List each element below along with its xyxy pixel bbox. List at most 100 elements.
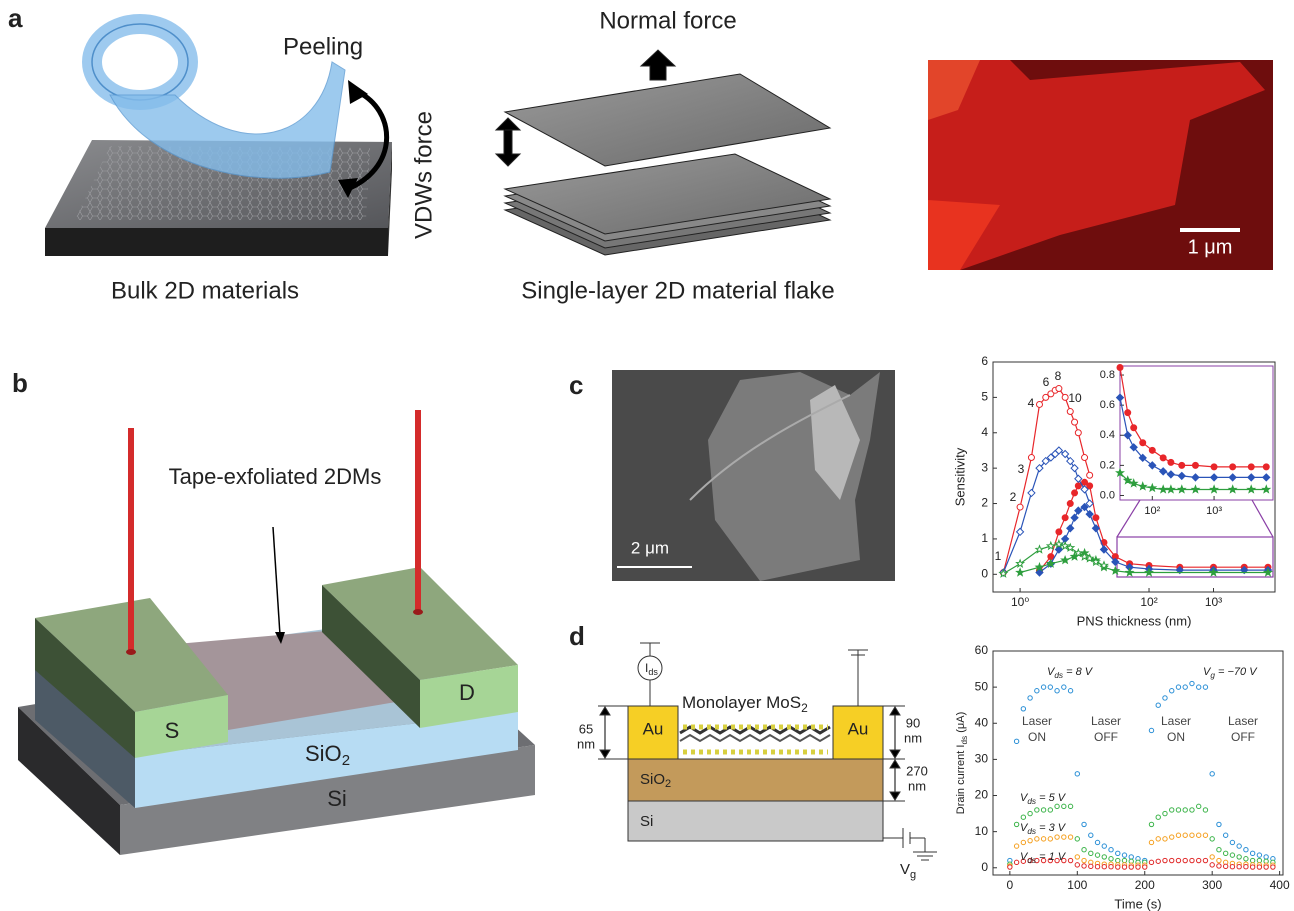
marker (1048, 808, 1052, 812)
marker (1075, 863, 1079, 867)
marker (1230, 464, 1236, 470)
marker (1126, 569, 1133, 576)
marker (1028, 489, 1035, 496)
marker (1183, 808, 1187, 812)
marker (1223, 833, 1227, 837)
marker (1116, 851, 1120, 855)
inset-zoom (1117, 500, 1273, 577)
marker (1122, 858, 1126, 862)
marker (1131, 425, 1137, 431)
y-tick-label: 0.2 (1100, 459, 1115, 471)
marker (1125, 410, 1131, 416)
marker (1248, 464, 1254, 470)
marker (1129, 865, 1133, 869)
marker (1014, 739, 1018, 743)
marker (1203, 833, 1207, 837)
figure: a b c d Peeling VDWs force Bulk 2D mater… (0, 0, 1294, 911)
marker (1217, 858, 1221, 862)
marker (1071, 465, 1078, 472)
annotation: 10 (1068, 391, 1082, 405)
single-layer-label: Single-layer 2D material flake (521, 277, 834, 304)
subscript: ds (1027, 797, 1036, 806)
subscript: ds (648, 667, 658, 677)
tape-label: Tape-exfoliated 2DMs (169, 464, 382, 489)
marker (1264, 855, 1268, 859)
subscript: ds (1027, 856, 1036, 865)
sheets-illustration (496, 50, 830, 255)
marker (1257, 858, 1261, 862)
x-tick-label: 10² (1140, 595, 1157, 609)
marker (1237, 864, 1241, 868)
thickness-label: 90 (906, 715, 920, 730)
marker (1203, 685, 1207, 689)
marker (1072, 419, 1078, 425)
marker (1036, 401, 1042, 407)
marker (1196, 833, 1200, 837)
marker (1263, 464, 1269, 470)
thickness-label: 65 (579, 721, 593, 736)
text-part: = 1 V (1036, 851, 1067, 863)
marker (1035, 689, 1039, 693)
marker (1250, 858, 1254, 862)
marker (1056, 529, 1062, 535)
marker (1230, 853, 1234, 857)
marker (1196, 685, 1200, 689)
subscript: ds (1027, 827, 1036, 836)
marker (1075, 475, 1082, 482)
marker (1067, 525, 1074, 532)
thickness-label: nm (908, 778, 926, 793)
label: Vds = 8 V (1047, 666, 1094, 680)
y-tick-label: 3 (981, 460, 988, 474)
marker (1211, 464, 1217, 470)
marker (1257, 853, 1261, 857)
marker (1176, 808, 1180, 812)
scale-bar-label: 2 μm (631, 538, 669, 557)
marker (1008, 865, 1012, 869)
marker (1149, 840, 1153, 844)
drain-label: D (459, 680, 475, 705)
marker (1068, 689, 1072, 693)
marker (1116, 858, 1120, 862)
marker (1082, 455, 1088, 461)
vg-label: Vg (900, 861, 916, 881)
marker (1176, 685, 1180, 689)
marker (1021, 707, 1025, 711)
marker (1250, 865, 1254, 869)
subscript: 2 (342, 752, 350, 769)
marker (1116, 865, 1120, 869)
marker (1095, 853, 1099, 857)
annotation: Laser (1228, 714, 1258, 728)
x-tick-label: 10⁰ (1011, 595, 1029, 609)
marker (1149, 860, 1153, 864)
marker (1048, 837, 1052, 841)
marker (1062, 804, 1066, 808)
marker (1271, 865, 1275, 869)
marker (1102, 855, 1106, 859)
x-tick-label: 10² (1144, 505, 1160, 517)
marker (1062, 685, 1066, 689)
marker (1136, 865, 1140, 869)
marker (1117, 365, 1123, 371)
au-label: Au (643, 719, 664, 738)
annotation: Laser (1161, 714, 1191, 728)
marker (1041, 685, 1045, 689)
source-label: S (165, 718, 180, 743)
marker (1109, 848, 1113, 852)
marker (1163, 837, 1167, 841)
marker (1041, 808, 1045, 812)
si-label: Si (640, 813, 653, 830)
marker (1109, 857, 1113, 861)
marker (1028, 811, 1032, 815)
marker (1250, 851, 1254, 855)
x-tick-label: 10³ (1205, 595, 1222, 609)
marker (1028, 838, 1032, 842)
panel-label: a (8, 3, 23, 33)
marker (1190, 858, 1194, 862)
marker (1062, 556, 1069, 563)
marker (1244, 864, 1248, 868)
y-tick-label: 40 (975, 715, 989, 729)
marker (1021, 815, 1025, 819)
marker (1230, 864, 1234, 868)
monolayer-label: Monolayer MoS2 (682, 693, 808, 715)
marker (1035, 837, 1039, 841)
